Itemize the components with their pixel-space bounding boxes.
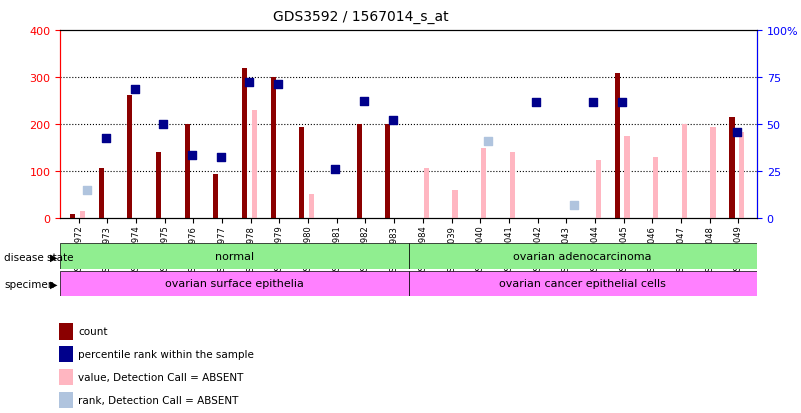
Bar [79, 212, 85, 219]
Point [243, 79, 256, 86]
Bar [60, 271, 409, 297]
Bar [156, 153, 161, 219]
Bar [300, 127, 304, 219]
Point [329, 166, 342, 173]
Text: ▶: ▶ [50, 279, 58, 289]
Point [80, 188, 93, 194]
Bar [710, 127, 715, 219]
Bar [184, 125, 190, 219]
Point [731, 130, 743, 136]
Point [157, 121, 170, 128]
Text: ovarian surface epithelia: ovarian surface epithelia [165, 279, 304, 289]
Text: value, Detection Call = ABSENT: value, Detection Call = ABSENT [78, 372, 244, 382]
Text: disease state: disease state [4, 252, 74, 262]
Bar [409, 271, 757, 297]
Text: percentile rank within the sample: percentile rank within the sample [78, 349, 255, 359]
Bar [453, 191, 457, 219]
Point [386, 117, 399, 123]
Bar [625, 137, 630, 219]
Bar [614, 74, 620, 219]
Bar [59, 323, 73, 340]
Bar [242, 69, 247, 219]
Bar [213, 174, 219, 219]
Bar [385, 125, 390, 219]
Text: GDS3592 / 1567014_s_at: GDS3592 / 1567014_s_at [272, 10, 449, 24]
Point [128, 86, 141, 93]
Bar [409, 244, 757, 269]
Bar [252, 111, 257, 219]
Point [358, 98, 371, 105]
Text: ▶: ▶ [50, 252, 58, 262]
Bar [309, 195, 314, 219]
Bar [481, 148, 486, 219]
Bar [59, 346, 73, 363]
Text: normal: normal [215, 252, 254, 261]
Text: ovarian cancer epithelial cells: ovarian cancer epithelial cells [499, 279, 666, 289]
Bar [60, 244, 409, 269]
Bar [99, 168, 103, 219]
Bar [596, 160, 601, 219]
Bar [127, 95, 132, 219]
Text: specimen: specimen [4, 279, 54, 289]
Bar [739, 133, 744, 219]
Bar [70, 214, 75, 219]
Bar [59, 392, 73, 408]
Point [616, 99, 629, 106]
Bar [682, 125, 687, 219]
Bar [356, 125, 362, 219]
Bar [509, 153, 515, 219]
Point [568, 202, 581, 209]
Point [587, 99, 600, 106]
Bar [59, 369, 73, 385]
Bar [424, 168, 429, 219]
Point [214, 154, 227, 161]
Bar [730, 118, 735, 219]
Text: ovarian adenocarcinoma: ovarian adenocarcinoma [513, 252, 652, 261]
Point [482, 138, 495, 145]
Point [272, 82, 284, 88]
Bar [271, 78, 276, 219]
Bar [653, 158, 658, 219]
Text: count: count [78, 327, 108, 337]
Point [529, 99, 542, 106]
Point [186, 152, 199, 159]
Point [99, 136, 112, 142]
Text: rank, Detection Call = ABSENT: rank, Detection Call = ABSENT [78, 395, 239, 405]
